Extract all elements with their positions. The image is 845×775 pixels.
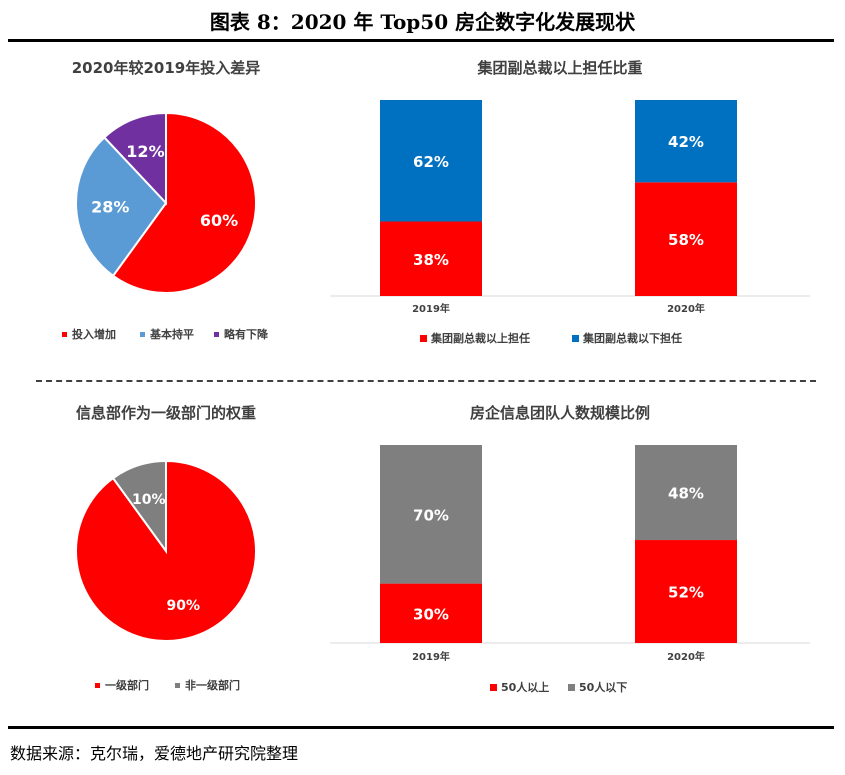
legend-label: 50人以上 (501, 680, 549, 694)
section-divider (36, 380, 816, 382)
bar-data-label: 30% (413, 605, 449, 623)
bar-segment (635, 445, 737, 541)
x-tick-label: 2019年 (412, 302, 450, 315)
legend-label: 集团副总裁以上担任 (430, 331, 530, 345)
legend-swatch (490, 684, 497, 691)
bar-segment (380, 445, 482, 584)
legend-swatch (95, 683, 100, 688)
legend-swatch (568, 684, 575, 691)
figure-title: 图表 8：2020 年 Top50 房企数字化发展现状 (209, 10, 636, 34)
legend-label: 略有下降 (224, 327, 269, 341)
bar-segment (380, 583, 482, 643)
source-note: 数据来源：克尔瑞，爱德地产研究院整理 (10, 744, 299, 763)
pie-data-label: 10% (132, 492, 166, 508)
chart-title: 2020年较2019年投入差异 (72, 59, 261, 77)
legend-swatch (140, 332, 145, 337)
x-tick-label: 2020年 (667, 650, 705, 663)
bar-data-label: 48% (668, 485, 704, 503)
bar-segment (380, 221, 482, 296)
pie-data-label: 90% (166, 598, 200, 614)
legend-label: 50人以下 (579, 680, 627, 694)
legend-label: 投入增加 (72, 327, 116, 341)
pie-slice (75, 135, 168, 278)
legend-swatch (420, 335, 427, 342)
bar-segment (635, 182, 737, 296)
chart-title: 集团副总裁以上担任比重 (476, 59, 642, 77)
legend-label: 基本持平 (149, 327, 194, 341)
pie-data-label: 28% (91, 198, 129, 217)
bar-data-label: 38% (413, 251, 449, 269)
bar-segment (635, 100, 737, 183)
bar-data-label: 62% (413, 153, 449, 171)
x-tick-label: 2020年 (667, 302, 705, 315)
bar-data-label: 42% (668, 133, 704, 151)
legend-swatch (175, 683, 180, 688)
bar-data-label: 58% (668, 231, 704, 249)
legend-label: 非一级部门 (185, 678, 240, 692)
legend-swatch (214, 332, 219, 337)
pie-slice (111, 111, 257, 294)
legend-label: 一级部门 (105, 678, 149, 692)
top-rule (8, 39, 834, 42)
bar-data-label: 70% (413, 506, 449, 524)
pie-slice (102, 111, 167, 206)
legend-label: 集团副总裁以下担任 (582, 331, 682, 345)
pie-slice (111, 459, 167, 555)
pie-data-label: 60% (200, 211, 238, 230)
bar-segment (380, 100, 482, 222)
chart-title: 房企信息团队人数规模比例 (470, 404, 650, 422)
bar-data-label: 52% (668, 584, 704, 602)
x-tick-label: 2019年 (412, 650, 450, 663)
bottom-rule (8, 726, 834, 729)
chart-title: 信息部作为一级部门的权重 (76, 404, 256, 422)
pie-data-label: 12% (126, 142, 164, 161)
legend-swatch (62, 332, 67, 337)
legend-swatch (572, 335, 579, 342)
bar-segment (635, 540, 737, 643)
